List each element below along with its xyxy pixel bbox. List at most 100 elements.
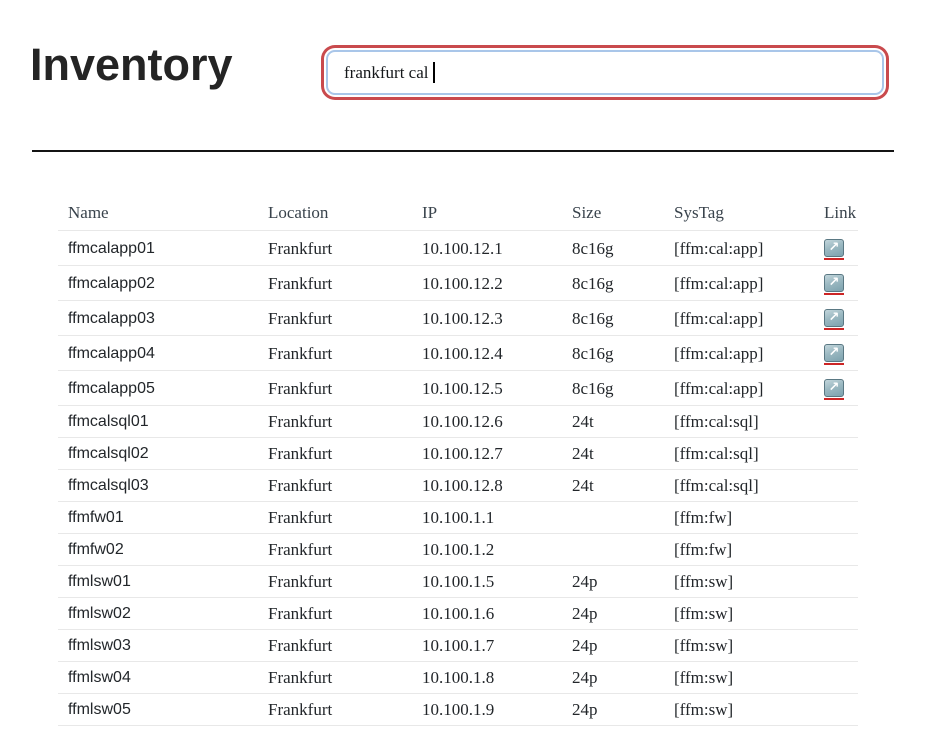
location-cell: Frankfurt bbox=[258, 265, 412, 301]
link-cell: ↗ bbox=[814, 265, 858, 301]
ip-cell: 10.100.1.6 bbox=[412, 597, 562, 630]
systag-cell: [ffm:sw] bbox=[664, 661, 814, 694]
location-cell: Frankfurt bbox=[258, 501, 412, 534]
location-cell: Frankfurt bbox=[258, 693, 412, 726]
ip-cell: 10.100.1.9 bbox=[412, 693, 562, 726]
systag-cell: [ffm:cal:app] bbox=[664, 229, 814, 266]
location-cell: Frankfurt bbox=[258, 629, 412, 662]
ip-cell: 10.100.12.7 bbox=[412, 437, 562, 470]
link-cell: ↗ bbox=[814, 229, 858, 266]
ip-cell: 10.100.12.3 bbox=[412, 300, 562, 336]
ip-cell: 10.100.12.5 bbox=[412, 370, 562, 406]
ip-cell: 10.100.12.2 bbox=[412, 265, 562, 301]
size-cell: 24p bbox=[562, 661, 664, 694]
external-link-icon: ↗ bbox=[824, 379, 844, 398]
table-row: ffmfw01 Frankfurt 10.100.1.1 [ffm:fw] bbox=[58, 501, 858, 534]
size-cell: 8c16g bbox=[562, 335, 664, 371]
table-row: ffmcalsql03 Frankfurt 10.100.12.8 24t [f… bbox=[58, 469, 858, 502]
inventory-table: Name Location IP Size SysTag Link ffmcal… bbox=[58, 196, 858, 730]
external-link[interactable]: ↗ bbox=[824, 239, 844, 261]
location-cell: Frankfurt bbox=[258, 725, 412, 730]
ip-cell: 10.100.1.5 bbox=[412, 565, 562, 598]
location-cell: Frankfurt bbox=[258, 533, 412, 566]
size-cell bbox=[562, 501, 664, 534]
systag-cell: [ffm:sw] bbox=[664, 565, 814, 598]
external-link[interactable]: ↗ bbox=[824, 309, 844, 331]
column-header-ip: IP bbox=[422, 203, 438, 222]
external-link[interactable]: ↗ bbox=[824, 344, 844, 366]
systag-cell: [ffm:sw] bbox=[664, 629, 814, 662]
systag-cell: [ffm:cal:sql] bbox=[664, 405, 814, 438]
link-cell bbox=[814, 405, 858, 438]
location-cell: Frankfurt bbox=[258, 469, 412, 502]
table-row: ffmcalapp05 Frankfurt 10.100.12.5 8c16g … bbox=[58, 370, 858, 406]
table-row: ffmlsw04 Frankfurt 10.100.1.8 24p [ffm:s… bbox=[58, 661, 858, 694]
name-cell: ffmlsw05 bbox=[58, 693, 258, 726]
link-cell bbox=[814, 469, 858, 502]
link-cell bbox=[814, 565, 858, 598]
link-cell bbox=[814, 629, 858, 662]
size-cell: 24p bbox=[562, 597, 664, 630]
table-row: ffmlsw03 Frankfurt 10.100.1.7 24p [ffm:s… bbox=[58, 629, 858, 662]
link-cell bbox=[814, 597, 858, 630]
link-cell: ↗ bbox=[814, 370, 858, 406]
table-row: ffmcalapp01 Frankfurt 10.100.12.1 8c16g … bbox=[58, 229, 858, 266]
external-link-icon: ↗ bbox=[824, 309, 844, 328]
table-row: ffmlsw06 Frankfurt 10.100.1.10 24p [ffm:… bbox=[58, 725, 858, 730]
ip-cell: 10.100.12.1 bbox=[412, 229, 562, 266]
table-row: ffmcalapp02 Frankfurt 10.100.12.2 8c16g … bbox=[58, 265, 858, 301]
link-cell bbox=[814, 693, 858, 726]
table-row: ffmlsw05 Frankfurt 10.100.1.9 24p [ffm:s… bbox=[58, 693, 858, 726]
name-cell: ffmlsw04 bbox=[58, 661, 258, 694]
location-cell: Frankfurt bbox=[258, 335, 412, 371]
link-cell: ↗ bbox=[814, 300, 858, 336]
column-header-systag: SysTag bbox=[674, 203, 724, 222]
systag-cell: [ffm:sw] bbox=[664, 725, 814, 730]
column-header-name: Name bbox=[68, 203, 109, 222]
systag-cell: [ffm:cal:app] bbox=[664, 300, 814, 336]
name-cell: ffmcalapp03 bbox=[58, 300, 258, 336]
size-cell: 8c16g bbox=[562, 265, 664, 301]
name-cell: ffmcalapp01 bbox=[58, 229, 258, 266]
name-cell: ffmfw01 bbox=[58, 501, 258, 534]
table-row: ffmcalsql01 Frankfurt 10.100.12.6 24t [f… bbox=[58, 405, 858, 438]
name-cell: ffmcalapp04 bbox=[58, 335, 258, 371]
ip-cell: 10.100.12.6 bbox=[412, 405, 562, 438]
name-cell: ffmcalapp02 bbox=[58, 265, 258, 301]
column-header-link: Link bbox=[824, 203, 857, 222]
search-input[interactable] bbox=[326, 50, 884, 95]
link-cell bbox=[814, 501, 858, 534]
name-cell: ffmlsw02 bbox=[58, 597, 258, 630]
table-row: ffmfw02 Frankfurt 10.100.1.2 [ffm:fw] bbox=[58, 533, 858, 566]
link-cell bbox=[814, 725, 858, 730]
column-header-location: Location bbox=[268, 203, 329, 222]
table-row: ffmlsw02 Frankfurt 10.100.1.6 24p [ffm:s… bbox=[58, 597, 858, 630]
size-cell: 8c16g bbox=[562, 300, 664, 336]
location-cell: Frankfurt bbox=[258, 370, 412, 406]
link-cell bbox=[814, 661, 858, 694]
size-cell: 24p bbox=[562, 629, 664, 662]
location-cell: Frankfurt bbox=[258, 597, 412, 630]
name-cell: ffmlsw03 bbox=[58, 629, 258, 662]
name-cell: ffmlsw06 bbox=[58, 725, 258, 730]
size-cell: 24t bbox=[562, 437, 664, 470]
size-cell: 24t bbox=[562, 469, 664, 502]
table-row: ffmcalapp04 Frankfurt 10.100.12.4 8c16g … bbox=[58, 335, 858, 371]
location-cell: Frankfurt bbox=[258, 565, 412, 598]
column-header-size: Size bbox=[572, 203, 602, 222]
systag-cell: [ffm:sw] bbox=[664, 597, 814, 630]
ip-cell: 10.100.1.8 bbox=[412, 661, 562, 694]
external-link[interactable]: ↗ bbox=[824, 274, 844, 296]
systag-cell: [ffm:cal:app] bbox=[664, 370, 814, 406]
table-row: ffmcalapp03 Frankfurt 10.100.12.3 8c16g … bbox=[58, 300, 858, 336]
table-row: ffmlsw01 Frankfurt 10.100.1.5 24p [ffm:s… bbox=[58, 565, 858, 598]
external-link[interactable]: ↗ bbox=[824, 379, 844, 401]
table-header-row: Name Location IP Size SysTag Link bbox=[58, 196, 858, 231]
ip-cell: 10.100.12.8 bbox=[412, 469, 562, 502]
divider bbox=[32, 150, 894, 152]
systag-cell: [ffm:fw] bbox=[664, 501, 814, 534]
external-link-icon: ↗ bbox=[824, 274, 844, 293]
size-cell bbox=[562, 533, 664, 566]
name-cell: ffmcalsql02 bbox=[58, 437, 258, 470]
